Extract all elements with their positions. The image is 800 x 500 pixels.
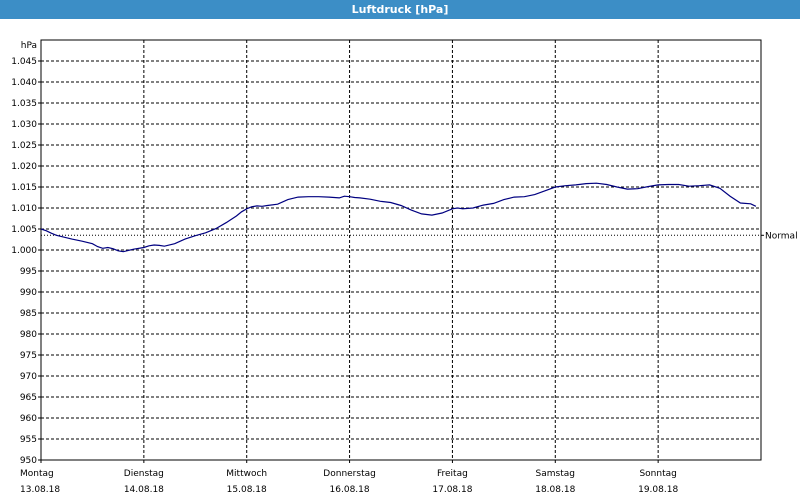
x-tick-date-label: 13.08.18: [20, 485, 60, 495]
x-tick-date-label: 19.08.18: [638, 485, 678, 495]
x-tick-day-label: Montag: [20, 469, 54, 479]
y-tick-label: 955: [20, 435, 37, 445]
x-tick-date-label: 14.08.18: [124, 485, 164, 495]
x-tick-day-label: Freitag: [437, 469, 468, 479]
y-tick-label: 985: [20, 309, 37, 319]
x-tick-date-label: 17.08.18: [432, 485, 472, 495]
x-tick-day-label: Mittwoch: [226, 469, 267, 479]
y-tick-label: 970: [20, 372, 37, 382]
y-tick-label: 960: [20, 414, 37, 424]
series-line: [40, 182, 757, 253]
x-tick-day-label: Sonntag: [639, 469, 676, 479]
x-tick-day-label: Dienstag: [124, 469, 164, 479]
x-tick-date-label: 18.08.18: [535, 485, 575, 495]
y-tick-label: 1.035: [11, 99, 37, 109]
y-tick-label: 1.000: [11, 246, 37, 256]
y-tick-label: 1.010: [11, 204, 37, 214]
y-tick-label: 975: [20, 351, 37, 361]
y-axis-label: hPa: [21, 41, 37, 51]
x-tick-day-label: Donnerstag: [323, 469, 376, 479]
y-tick-label: 950: [20, 456, 37, 466]
y-tick-label: 965: [20, 393, 37, 403]
y-tick-label: 990: [20, 288, 37, 298]
y-tick-label: 1.025: [11, 141, 37, 151]
x-tick-date-label: 16.08.18: [330, 485, 370, 495]
x-tick-day-label: Samstag: [536, 469, 575, 479]
y-tick-label: 980: [20, 330, 37, 340]
y-tick-label: 1.040: [11, 78, 37, 88]
x-tick-date-label: 15.08.18: [227, 485, 267, 495]
y-tick-label: 1.020: [11, 162, 37, 172]
y-tick-label: 1.045: [11, 57, 37, 67]
y-tick-label: 1.030: [11, 120, 37, 130]
y-tick-label: 1.015: [11, 183, 37, 193]
y-tick-label: 995: [20, 267, 37, 277]
y-tick-label: 1.005: [11, 225, 37, 235]
chart-title: Luftdruck [hPa]: [0, 0, 800, 19]
reference-line-label: Normal: [765, 231, 798, 241]
